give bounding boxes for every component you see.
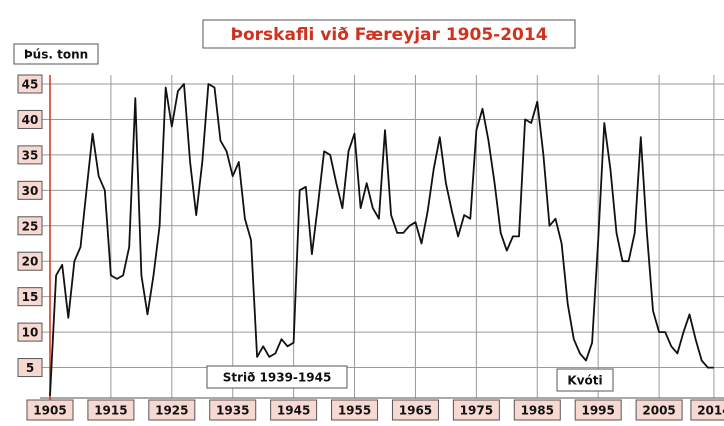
x-tick-box	[26, 399, 74, 421]
annotation-box	[206, 365, 348, 389]
x-tick-label: 1995	[581, 404, 614, 418]
y-tick-label: 40	[22, 113, 39, 127]
x-tick-box	[574, 399, 622, 421]
y-tick-label: 35	[22, 148, 39, 162]
x-tick-box	[690, 399, 724, 421]
y-tick-label: 25	[22, 219, 39, 233]
ylabel-box	[13, 43, 99, 65]
x-tick-box	[270, 399, 318, 421]
data-line	[49, 83, 714, 396]
y-tick-box	[17, 358, 43, 378]
x-tick-box	[209, 399, 257, 421]
x-tick-box	[513, 399, 561, 421]
x-tick-label: 2014	[697, 404, 724, 418]
x-tick-box	[331, 399, 379, 421]
x-tick-label: 1905	[33, 404, 66, 418]
x-tick-label: 1965	[399, 404, 432, 418]
x-tick-label: 1925	[155, 404, 188, 418]
y-tick-label: 45	[22, 78, 39, 92]
y-tick-box	[17, 322, 43, 342]
x-tick-box	[452, 399, 500, 421]
y-tick-label: 5	[26, 361, 34, 375]
x-tick-box	[87, 399, 135, 421]
chart-title: Þorskafli við Færeyjar 1905-2014	[230, 25, 547, 45]
annotation: Strið 1939-1945	[223, 371, 332, 385]
y-tick-box	[17, 109, 43, 129]
annotation: Kvóti	[567, 374, 602, 388]
x-tick-label: 2005	[642, 404, 675, 418]
y-tick-box	[17, 180, 43, 200]
y-tick-box	[17, 251, 43, 271]
title-box	[202, 19, 576, 49]
x-tick-box	[391, 399, 439, 421]
y-tick-box	[17, 287, 43, 307]
y-axis-label: Þús. tonn	[24, 48, 88, 62]
x-tick-label: 1975	[460, 404, 493, 418]
y-tick-label: 15	[22, 290, 39, 304]
x-tick-label: 1945	[277, 404, 310, 418]
x-tick-label: 1955	[338, 404, 371, 418]
y-tick-box	[17, 74, 43, 94]
y-tick-box	[17, 216, 43, 236]
x-tick-label: 1935	[216, 404, 249, 418]
y-tick-box	[17, 145, 43, 165]
x-tick-box	[148, 399, 196, 421]
y-tick-label: 20	[22, 255, 39, 269]
annotation-box	[556, 368, 614, 392]
x-tick-box	[635, 399, 683, 421]
y-tick-label: 30	[22, 184, 39, 198]
y-tick-label: 10	[22, 326, 39, 340]
x-tick-label: 1915	[94, 404, 127, 418]
x-tick-label: 1985	[521, 404, 554, 418]
